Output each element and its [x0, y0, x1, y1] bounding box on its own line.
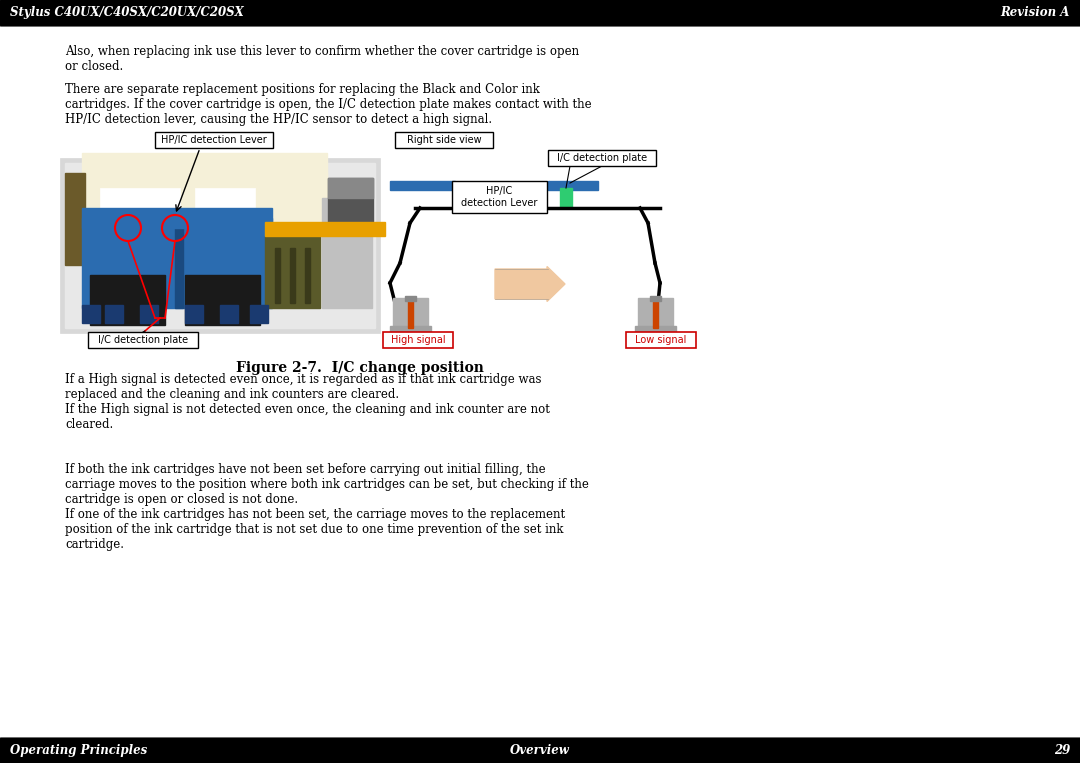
- FancyBboxPatch shape: [548, 150, 656, 166]
- Text: Stylus C40UX/C40SX/C20UX/C20SX: Stylus C40UX/C40SX/C20UX/C20SX: [10, 6, 244, 19]
- Bar: [249, 305, 268, 323]
- Text: I/C detection plate: I/C detection plate: [557, 153, 647, 163]
- Text: Right side view: Right side view: [407, 135, 482, 145]
- FancyBboxPatch shape: [626, 332, 696, 348]
- Bar: [105, 305, 123, 323]
- Bar: [635, 326, 676, 338]
- Bar: [60, 158, 380, 333]
- Bar: [175, 218, 183, 308]
- FancyBboxPatch shape: [87, 332, 198, 348]
- Text: Figure 2-7.  I/C change position: Figure 2-7. I/C change position: [237, 361, 484, 375]
- Bar: [390, 181, 455, 190]
- Text: HP/IC
detection Lever: HP/IC detection Lever: [461, 186, 537, 208]
- Text: Operating Principles: Operating Principles: [10, 744, 147, 757]
- Bar: [100, 188, 180, 218]
- Text: I/C detection plate: I/C detection plate: [98, 335, 188, 345]
- Bar: [82, 208, 272, 228]
- Text: Low signal: Low signal: [635, 335, 687, 345]
- Bar: [322, 198, 372, 308]
- Bar: [82, 218, 272, 308]
- Text: If both the ink cartridges have not been set before carrying out initial filling: If both the ink cartridges have not been…: [65, 463, 589, 551]
- Bar: [82, 173, 327, 225]
- Text: Revision A: Revision A: [1001, 6, 1070, 19]
- FancyArrow shape: [495, 266, 565, 301]
- Bar: [653, 298, 658, 328]
- Bar: [90, 275, 165, 325]
- FancyBboxPatch shape: [395, 132, 492, 148]
- Bar: [0, 0, 1080, 25]
- Bar: [408, 298, 413, 328]
- Bar: [265, 222, 384, 236]
- Bar: [328, 178, 373, 198]
- Bar: [265, 236, 320, 308]
- Bar: [305, 248, 310, 303]
- Bar: [195, 188, 255, 218]
- Bar: [561, 188, 572, 208]
- FancyBboxPatch shape: [453, 181, 546, 213]
- Bar: [185, 305, 203, 323]
- Bar: [65, 163, 375, 328]
- Bar: [140, 305, 158, 323]
- FancyBboxPatch shape: [156, 132, 273, 148]
- Bar: [291, 248, 295, 303]
- Bar: [0, 738, 1080, 763]
- Text: 29: 29: [1054, 744, 1070, 757]
- Bar: [393, 298, 428, 328]
- Bar: [548, 181, 598, 190]
- Bar: [82, 153, 327, 235]
- Bar: [390, 326, 431, 338]
- Text: HP/IC detection Lever: HP/IC detection Lever: [161, 135, 267, 145]
- Bar: [328, 178, 373, 223]
- Bar: [650, 296, 661, 301]
- Text: Overview: Overview: [510, 744, 570, 757]
- FancyBboxPatch shape: [383, 332, 453, 348]
- Text: There are separate replacement positions for replacing the Black and Color ink
c: There are separate replacement positions…: [65, 83, 592, 126]
- Bar: [275, 248, 280, 303]
- Bar: [405, 296, 416, 301]
- Bar: [82, 305, 100, 323]
- Text: High signal: High signal: [391, 335, 445, 345]
- Bar: [220, 305, 238, 323]
- Text: If a High signal is detected even once, it is regarded as if that ink cartridge : If a High signal is detected even once, …: [65, 373, 550, 431]
- Bar: [65, 173, 85, 265]
- Text: Also, when replacing ink use this lever to confirm whether the cover cartridge i: Also, when replacing ink use this lever …: [65, 45, 579, 73]
- Bar: [185, 275, 260, 325]
- Bar: [638, 298, 673, 328]
